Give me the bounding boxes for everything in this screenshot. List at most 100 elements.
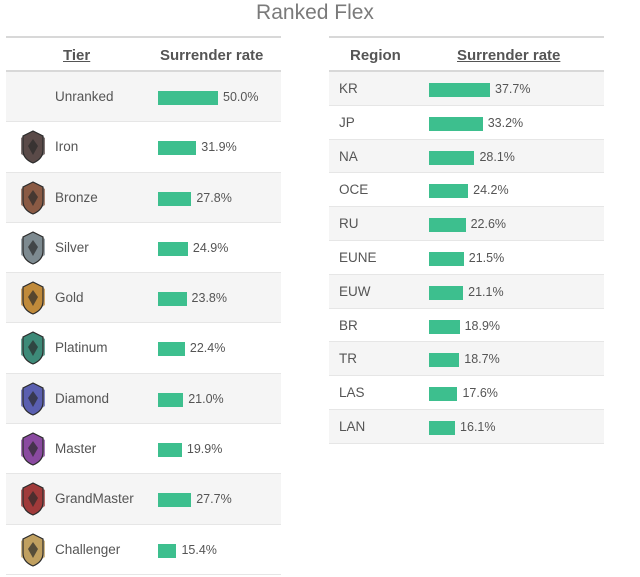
table-row: Platinum 22.4% — [6, 323, 281, 374]
surrender-rate-value: 28.1% — [479, 149, 515, 164]
surrender-rate-value: 31.9% — [201, 140, 237, 155]
table-row: Gold 23.8% — [6, 273, 281, 324]
surrender-rate-bar — [158, 443, 182, 458]
table-row: NA 28.1% — [329, 139, 604, 174]
region-label: LAN — [339, 418, 366, 434]
surrender-rate-bar — [158, 493, 192, 508]
iron-emblem-icon — [18, 130, 48, 164]
tier-label: Iron — [55, 139, 79, 155]
surrender-rate-bar — [158, 241, 188, 256]
tier-table-header: Tier Surrender rate — [6, 36, 281, 72]
region-label: EUNE — [339, 249, 377, 265]
table-row: EUW 21.1% — [329, 274, 604, 309]
surrender-rate-value: 21.0% — [188, 391, 224, 406]
surrender-rate-bar — [429, 83, 490, 97]
surrender-rate-bar — [158, 292, 187, 307]
surrender-rate-value: 23.8% — [191, 291, 227, 306]
region-label: BR — [339, 317, 358, 333]
surrender-rate-bar — [429, 218, 466, 233]
table-row: Unranked 50.0% — [6, 72, 281, 123]
table-row: RU 22.6% — [329, 207, 604, 241]
grandmaster-emblem-icon — [18, 482, 48, 517]
table-row: LAN 16.1% — [329, 409, 604, 444]
platinum-emblem-icon — [18, 331, 48, 366]
surrender-rate-value: 22.4% — [189, 341, 226, 356]
table-row: Challenger 15.4% — [6, 525, 281, 575]
region-rate-column-header[interactable]: Surrender rate — [457, 47, 561, 64]
surrender-rate-value: 37.7% — [495, 82, 531, 96]
table-row: Diamond 21.0% — [6, 373, 281, 425]
table-row: Silver 24.9% — [6, 223, 281, 274]
tier-label: GrandMaster — [55, 491, 134, 507]
tier-label: Bronze — [55, 189, 98, 205]
table-row: KR 37.7% — [329, 72, 604, 106]
surrender-rate-bar — [429, 420, 456, 435]
tier-label: Silver — [55, 239, 89, 255]
surrender-rate-value: 19.9% — [186, 442, 223, 457]
region-label: KR — [339, 81, 358, 96]
surrender-rate-value: 27.7% — [196, 492, 232, 507]
surrender-rate-value: 15.4% — [181, 542, 217, 557]
surrender-rate-bar — [429, 150, 475, 165]
tier-label: Challenger — [55, 541, 121, 557]
region-label: LAS — [339, 385, 365, 401]
silver-emblem-icon — [18, 231, 48, 265]
diamond-emblem-icon — [18, 382, 48, 416]
table-row: Bronze 27.8% — [6, 172, 281, 223]
surrender-rate-value: 33.2% — [487, 115, 524, 130]
master-emblem-icon — [18, 432, 48, 466]
region-surrender-table: Region Surrender rate KR 37.7% JP 33.2% NA 28… — [329, 36, 604, 444]
surrender-rate-bar — [429, 353, 460, 368]
surrender-rate-bar — [158, 342, 185, 357]
surrender-rate-bar — [158, 191, 192, 206]
table-row: LAS 17.6% — [329, 376, 604, 410]
surrender-rate-value: 21.1% — [468, 284, 504, 299]
tier-label: Platinum — [55, 340, 108, 356]
surrender-rate-value: 18.7% — [464, 352, 500, 367]
region-label: EUW — [339, 283, 371, 299]
table-row: TR 18.7% — [329, 342, 604, 377]
surrender-rate-value: 22.6% — [470, 217, 507, 232]
table-row: Iron 31.9% — [6, 122, 281, 173]
surrender-rate-value: 50.0% — [223, 90, 259, 104]
tier-label: Unranked — [55, 89, 114, 104]
surrender-rate-value: 21.5% — [468, 250, 505, 265]
surrender-rate-value: 18.9% — [464, 318, 501, 333]
table-row: EUNE 21.5% — [329, 241, 604, 275]
surrender-rate-value: 27.8% — [196, 190, 232, 205]
region-table-header: Region Surrender rate — [329, 36, 604, 72]
page-title: Ranked Flex — [256, 1, 374, 24]
surrender-rate-bar — [429, 116, 483, 131]
table-row: JP 33.2% — [329, 106, 604, 140]
tier-label: Diamond — [55, 390, 110, 406]
tier-column-header[interactable]: Tier — [63, 47, 91, 64]
tier-label: Master — [55, 441, 97, 457]
region-label: RU — [339, 216, 359, 232]
challenger-emblem-icon — [18, 533, 48, 567]
surrender-rate-bar — [158, 91, 218, 105]
tier-label: Gold — [55, 290, 84, 306]
tier-surrender-table: Tier Surrender rate Unranked 50.0% Iron 31.… — [6, 36, 281, 575]
table-row: BR 18.9% — [329, 309, 604, 343]
region-column-header[interactable]: Region — [350, 47, 401, 64]
bronze-emblem-icon — [18, 180, 48, 215]
surrender-rate-value: 24.2% — [473, 183, 509, 198]
surrender-rate-value: 17.6% — [462, 386, 498, 401]
table-row: GrandMaster 27.7% — [6, 474, 281, 525]
surrender-rate-value: 16.1% — [460, 419, 496, 434]
surrender-rate-bar — [429, 184, 469, 199]
tier-rate-column-header[interactable]: Surrender rate — [160, 47, 264, 64]
table-row: Master 19.9% — [6, 424, 281, 475]
region-label: NA — [339, 148, 358, 164]
surrender-rate-value: 24.9% — [192, 240, 229, 255]
region-label: JP — [339, 114, 355, 130]
surrender-rate-bar — [429, 251, 464, 266]
gold-emblem-icon — [18, 281, 48, 315]
surrender-rate-bar — [429, 319, 460, 334]
surrender-rate-bar — [158, 543, 177, 558]
region-label: TR — [339, 351, 357, 367]
surrender-rate-bar — [429, 285, 464, 300]
table-row: OCE 24.2% — [329, 173, 604, 208]
region-label: OCE — [339, 182, 369, 198]
surrender-rate-bar — [158, 141, 197, 156]
